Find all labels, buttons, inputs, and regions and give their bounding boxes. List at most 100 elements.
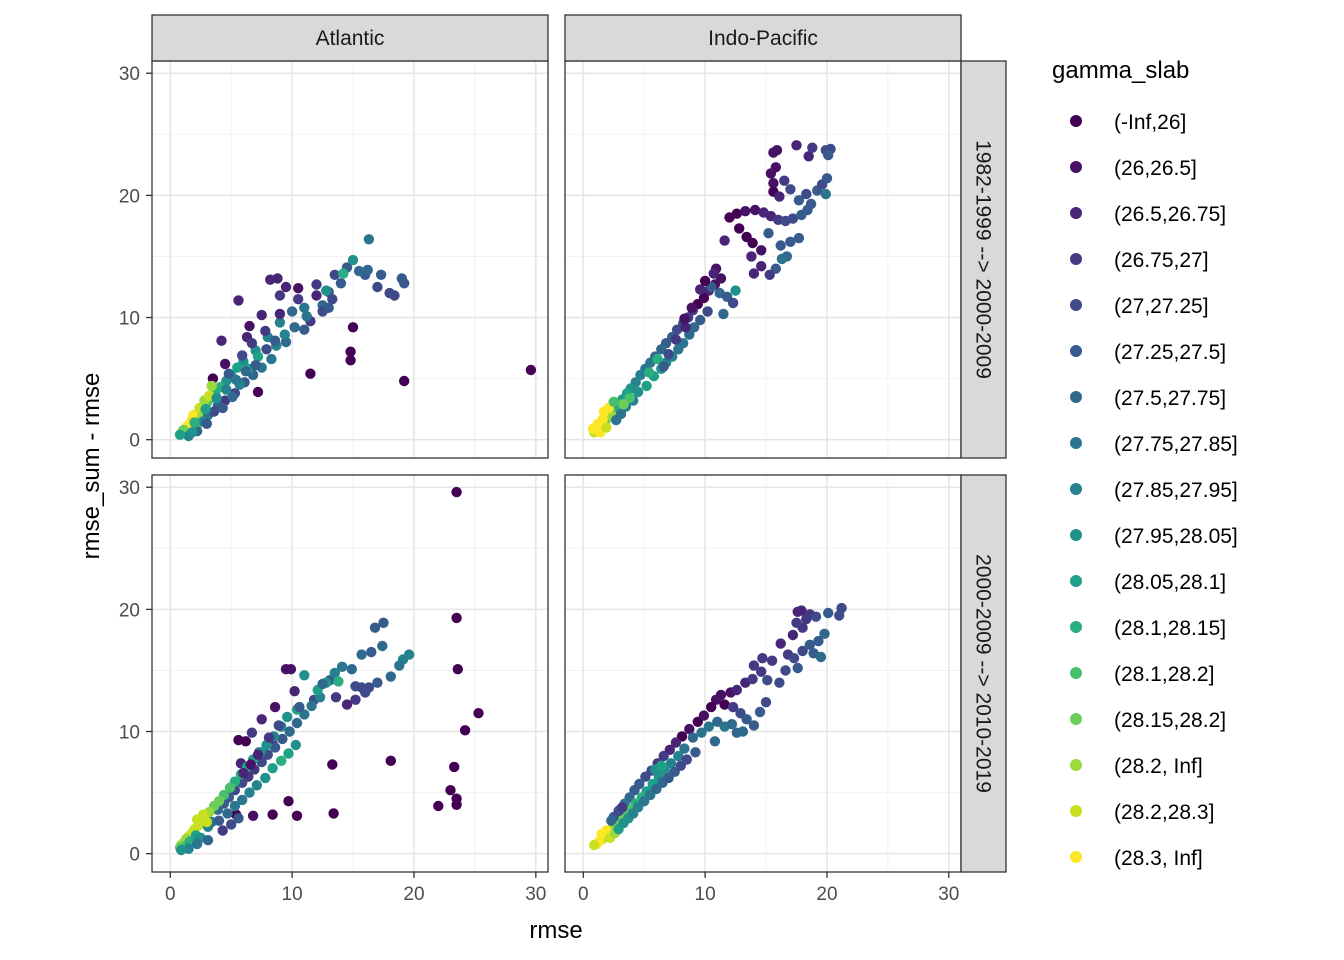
data-point bbox=[330, 692, 342, 703]
data-point bbox=[299, 302, 310, 313]
data-point bbox=[803, 151, 814, 162]
data-point bbox=[776, 253, 788, 265]
data-point bbox=[632, 386, 644, 398]
data-point bbox=[389, 290, 400, 301]
data-point bbox=[589, 839, 600, 851]
data-point bbox=[263, 732, 275, 743]
data-point bbox=[802, 204, 813, 216]
data-point bbox=[670, 737, 682, 748]
data-point bbox=[237, 350, 248, 361]
data-point bbox=[445, 785, 456, 796]
data-point bbox=[710, 694, 722, 705]
data-point bbox=[775, 240, 786, 251]
data-point bbox=[274, 317, 286, 328]
legend-key bbox=[1070, 161, 1082, 173]
data-point bbox=[350, 694, 361, 705]
data-point bbox=[804, 639, 816, 650]
data-point bbox=[284, 726, 295, 737]
legend-label: (27.25,27.5] bbox=[1114, 341, 1226, 364]
panel-border bbox=[151, 474, 549, 873]
data-point bbox=[260, 772, 271, 784]
data-point bbox=[451, 486, 462, 498]
data-point bbox=[780, 665, 791, 676]
data-point bbox=[216, 335, 227, 346]
data-point bbox=[267, 809, 278, 820]
legend-label: (-Inf,26] bbox=[1114, 111, 1186, 134]
data-point bbox=[291, 810, 303, 821]
data-point bbox=[643, 367, 655, 378]
data-point bbox=[252, 386, 264, 398]
x-axis: 0 10 20 30 0 10 20 30 bbox=[165, 872, 959, 905]
data-point bbox=[771, 145, 783, 156]
data-point bbox=[640, 771, 651, 782]
data-point bbox=[764, 269, 775, 280]
data-point bbox=[333, 676, 344, 687]
legend-key bbox=[1070, 575, 1082, 587]
legend-item: (27.75,27.85] bbox=[1070, 433, 1238, 456]
legend-key bbox=[1070, 115, 1082, 127]
data-point bbox=[363, 234, 375, 245]
data-point bbox=[202, 835, 214, 846]
data-point bbox=[658, 361, 669, 372]
data-point bbox=[756, 245, 767, 256]
data-point bbox=[760, 697, 772, 708]
legend-label: (28.1,28.2] bbox=[1114, 663, 1214, 686]
data-point bbox=[283, 748, 294, 759]
data-point bbox=[327, 759, 338, 770]
legend-key bbox=[1070, 207, 1082, 219]
data-point bbox=[293, 294, 304, 305]
data-point bbox=[785, 236, 796, 247]
data-point bbox=[245, 759, 256, 770]
data-point bbox=[635, 369, 646, 381]
data-point bbox=[317, 678, 328, 690]
legend-item: (27.85,27.95] bbox=[1070, 479, 1238, 502]
data-point bbox=[176, 844, 187, 856]
data-point bbox=[791, 140, 802, 151]
data-point bbox=[787, 629, 799, 641]
data-point bbox=[601, 422, 612, 433]
data-point bbox=[741, 714, 752, 725]
data-point bbox=[293, 283, 304, 294]
legend-key bbox=[1070, 759, 1082, 771]
legend-item: (28.3, Inf] bbox=[1070, 847, 1203, 870]
data-point bbox=[189, 417, 200, 428]
data-point bbox=[747, 237, 758, 249]
data-point bbox=[730, 285, 741, 296]
data-point bbox=[369, 622, 381, 633]
data-point bbox=[452, 664, 463, 675]
data-point bbox=[748, 720, 760, 731]
data-point bbox=[290, 739, 301, 751]
data-point bbox=[770, 162, 781, 173]
data-point bbox=[796, 605, 807, 616]
data-point bbox=[232, 362, 243, 373]
facet-label-column: Indo-Pacific bbox=[708, 27, 818, 50]
data-point bbox=[797, 645, 808, 657]
data-point bbox=[347, 254, 359, 266]
data-point bbox=[815, 651, 827, 663]
data-point bbox=[256, 309, 267, 321]
data-point bbox=[311, 290, 322, 301]
y-tick-label: 20 bbox=[119, 186, 140, 207]
data-point bbox=[679, 743, 690, 754]
data-point bbox=[611, 414, 622, 426]
data-point bbox=[240, 366, 251, 377]
x-tick-label: 20 bbox=[403, 884, 424, 905]
data-point bbox=[656, 760, 667, 771]
legend-key bbox=[1070, 299, 1082, 311]
data-point bbox=[807, 142, 818, 153]
data-point bbox=[823, 149, 834, 161]
data-point bbox=[663, 349, 674, 360]
data-point bbox=[719, 235, 730, 246]
data-point bbox=[328, 808, 339, 819]
y-tick-label: 20 bbox=[119, 600, 140, 621]
data-point bbox=[200, 403, 211, 415]
data-point bbox=[774, 191, 785, 202]
data-point bbox=[525, 364, 537, 376]
data-point bbox=[222, 808, 233, 819]
data-point bbox=[785, 184, 796, 195]
data-point bbox=[223, 368, 234, 379]
data-point bbox=[219, 358, 231, 370]
data-point bbox=[329, 269, 340, 280]
points bbox=[174, 486, 484, 856]
data-point bbox=[754, 706, 766, 718]
